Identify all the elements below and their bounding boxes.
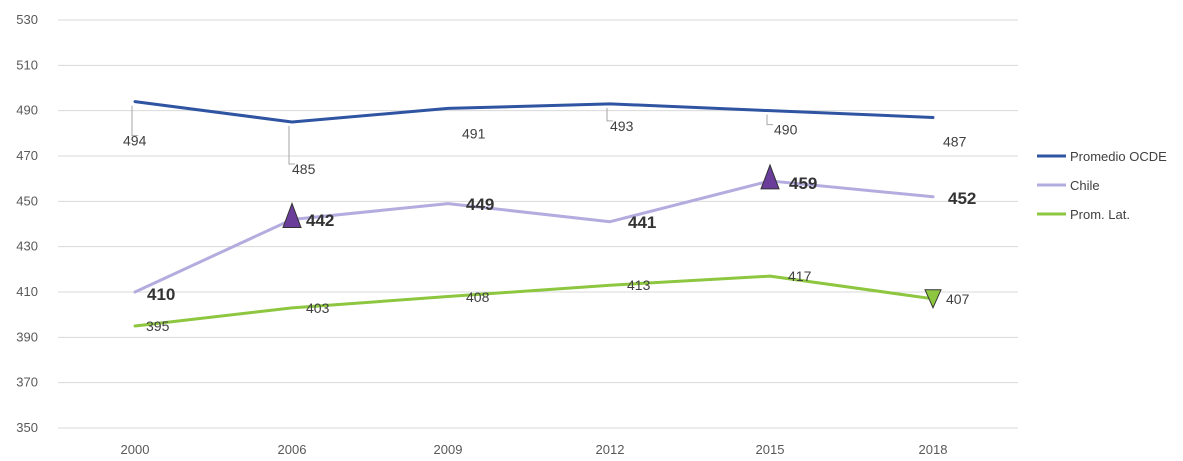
y-tick-label: 470 [16,148,38,163]
series-line [133,100,935,124]
x-tick-label: 2015 [756,442,785,457]
leader-line [131,105,138,137]
data-label: 485 [292,161,316,177]
x-tick-label: 2012 [596,442,625,457]
data-label: 407 [946,291,970,307]
y-tick-label: 450 [16,193,38,208]
y-tick-label: 410 [16,284,38,299]
y-tick-label: 510 [16,57,38,72]
data-label: 494 [123,133,147,149]
data-label: 452 [948,189,976,208]
data-label: 403 [306,300,330,316]
up-triangle-marker [282,202,302,228]
data-label: 449 [466,195,494,214]
x-tick-label: 2000 [121,442,150,457]
data-label: 487 [943,133,967,149]
data-labels: 494 485 491 493 490 487 410 442 449 441 459 452 395 4… [123,105,976,334]
data-label: 408 [466,289,490,305]
data-label: 410 [147,285,175,304]
y-axis: 350 370 390 410 430 450 470 490 510 530 [16,12,38,435]
series-lines [133,100,935,328]
data-label: 491 [462,125,486,141]
data-label: 493 [610,118,634,134]
up-triangle-marker [760,163,780,190]
y-tick-label: 490 [16,103,38,118]
series-line [133,179,935,294]
x-tick-label: 2006 [278,442,307,457]
y-tick-label: 530 [16,12,38,27]
legend-label: Prom. Lat. [1070,207,1130,222]
down-triangle-marker [924,289,942,310]
data-label: 490 [774,122,798,138]
y-tick-label: 370 [16,375,38,390]
leader-line [606,107,613,122]
y-tick-label: 350 [16,420,38,435]
legend-label: Chile [1070,178,1100,193]
x-axis: 2000 2006 2009 2012 2015 2018 [121,442,948,457]
series-line [133,274,935,328]
x-tick-label: 2018 [919,442,948,457]
data-label: 459 [789,174,817,193]
y-tick-label: 390 [16,329,38,344]
data-label: 413 [627,277,651,293]
data-label: 442 [306,211,334,230]
leader-line [766,114,773,126]
markers [282,163,942,310]
legend-label: Promedio OCDE [1070,149,1167,164]
gridlines [58,19,1018,429]
leader-line [288,126,295,165]
y-tick-label: 430 [16,239,38,254]
data-label: 441 [628,213,656,232]
data-label: 417 [788,268,812,284]
x-tick-label: 2009 [434,442,463,457]
legend: Promedio OCDE Chile Prom. Lat. [1037,149,1167,222]
data-label: 395 [146,318,170,334]
